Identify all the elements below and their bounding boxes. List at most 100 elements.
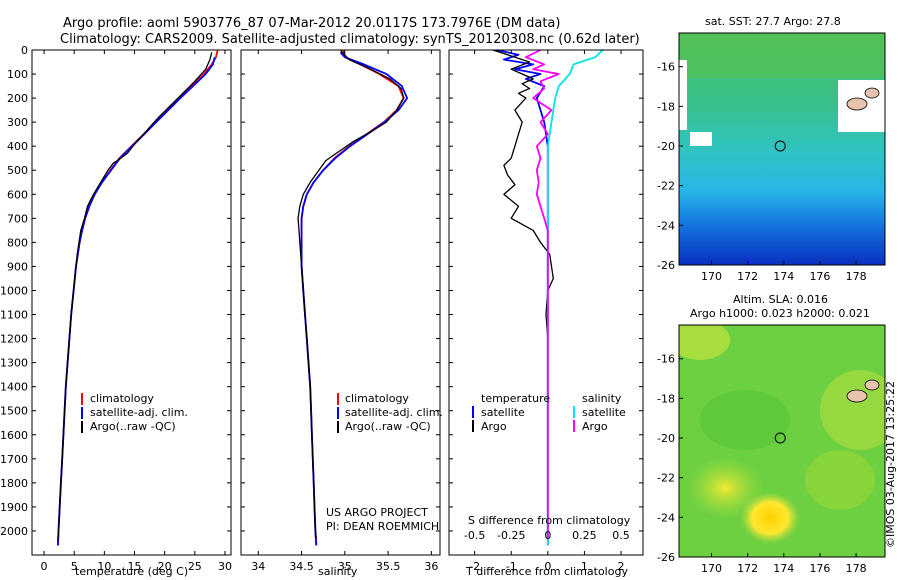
difference-xlabel: T difference from climatology [465,565,628,578]
y-tick-label: 1900 [0,501,28,514]
map-y-tick-label: -20 [657,432,675,445]
x-tick-label: -2 [469,560,480,573]
header-line2: Climatology: CARS2009. Satellite-adjuste… [60,32,640,47]
legend-label-argo: Argo(..raw -QC) [90,420,176,433]
y-tick-label: 1800 [0,477,28,490]
x-tick-label: 20 [158,560,172,573]
y-tick-label: 2000 [0,525,28,538]
s-diff-tick-label: 0.25 [572,529,597,542]
s-diff-tick-label: 0.5 [612,529,630,542]
project-annotation-line2: PI: DEAN ROEMMICH [326,520,439,533]
y-tick-label: 1700 [0,453,28,466]
x-tick-label: 5 [71,560,78,573]
x-tick-label: 35.5 [376,560,401,573]
map-x-tick-label: 172 [737,270,758,283]
sst-land-mask-west [679,60,687,130]
y-tick-label: 1200 [0,333,28,346]
series-line-climatology [57,49,219,546]
sst-map-frame [678,32,886,266]
x-tick-label: 30 [218,560,232,573]
sla-blob-south [740,492,800,544]
x-tick-label: 35 [338,560,352,573]
map-x-tick-label: 170 [701,270,722,283]
salinity-ticks: 34 34.5 35 35.5 36 [241,49,440,573]
x-tick-label: 25 [188,560,202,573]
series-line-satellite-adj-clim- [57,56,216,546]
temperature-legend: climatology satellite-adj. clim. Argo(..… [81,392,188,433]
map-y-tick-label: -24 [657,511,675,524]
legend-label-sal-satellite: satellite [582,406,626,419]
salinity-xlabel: salinity [318,565,358,578]
y-tick-label: 900 [7,260,28,273]
temperature-axes-frame [31,49,232,556]
sla-argo-location-marker [774,432,786,444]
sst-heatmap [679,33,885,265]
y-tick-label: 700 [7,212,28,225]
difference-ticks: -2 -1 0 1 2 -0.5 -0.25 0 0.25 0.5 [449,49,643,573]
series-line-salinity-argo [525,49,560,539]
imos-stamp: ©IMOS 03-Aug-2017 13:25:22 [884,381,897,548]
map-x-tick-label: 172 [737,562,758,575]
y-tick-label: 1300 [0,357,28,370]
x-tick-label: 34.5 [289,560,314,573]
y-tick-label: 1500 [0,405,28,418]
sla-map-title-line1: Altim. SLA: 0.016 [733,293,828,306]
salinity-legend: climatology satellite-adj. clim. Argo(..… [337,392,443,433]
y-tick-label: 0 [21,44,28,57]
sla-map-ticks: 170 172 174 176 178 -16 -18 -20 -22 -24 -26 [657,353,867,575]
map-x-tick-label: 176 [809,270,830,283]
sla-blob-se [805,450,875,510]
y-tick-label: 1400 [0,381,28,394]
sla-blob-nw [679,325,730,360]
map-y-tick-label: -26 [657,551,675,564]
x-tick-label: 2 [618,560,625,573]
legend-label-sal-argo: Argo [582,420,608,433]
legend-label-argo: Argo(..raw -QC) [345,420,431,433]
x-tick-label: 1 [581,560,588,573]
legend-label-satellite: satellite-adj. clim. [345,406,443,419]
difference-axes-frame [448,49,644,556]
x-tick-label: -1 [506,560,517,573]
y-tick-label: 500 [7,164,28,177]
difference-panel: -2 -1 0 1 2 -0.5 -0.25 0 0.25 0.5 S difference fr… [448,49,644,578]
project-annotation-line1: US ARGO PROJECT [326,506,428,519]
y-tick-label: 100 [7,68,28,81]
sla-island-vanua [864,379,880,391]
salinity-panel: 34 34.5 35 35.5 36 salinity climatology sate… [240,49,443,578]
map-x-tick-label: 174 [773,562,794,575]
series-line-temperature-argo [492,49,554,541]
map-y-tick-label: -22 [657,180,675,193]
legend-title-salinity: salinity [582,392,622,405]
legend-label-temp-satellite: satellite [481,406,525,419]
map-y-tick-label: -18 [657,100,675,113]
map-y-tick-label: -26 [657,259,675,272]
series-line-satellite-adj-clim- [300,51,409,546]
series-line-argo-raw-qc- [297,49,405,539]
y-tick-label: 1000 [0,284,28,297]
legend-title-temperature: temperature [481,392,550,405]
y-tick-label: 600 [7,188,28,201]
sst-map-title: sat. SST: 27.7 Argo: 27.8 [705,15,841,28]
sla-island-fiji [846,389,868,403]
sst-island-fiji [846,97,868,111]
map-y-tick-label: -16 [657,353,675,366]
temperature-ticks: 0100200300400500600700800900100011001200… [0,44,232,573]
legend-label-climatology: climatology [90,392,154,405]
series-line-climatology [300,49,405,546]
sla-heatmap [679,325,885,557]
map-x-tick-label: 176 [809,562,830,575]
map-x-tick-label: 178 [846,270,867,283]
sst-warm-band [679,33,885,78]
map-y-tick-label: -22 [657,472,675,485]
map-y-tick-label: -24 [657,219,675,232]
s-diff-tick-label: -0.5 [464,529,485,542]
map-x-tick-label: 178 [846,562,867,575]
map-y-tick-label: -18 [657,392,675,405]
salinity-series [297,49,409,546]
sla-blob-center [700,390,790,450]
x-tick-label: 15 [128,560,142,573]
sst-cloud-mask [690,132,712,146]
x-tick-label: 0 [41,560,48,573]
x-tick-label: 10 [97,560,111,573]
